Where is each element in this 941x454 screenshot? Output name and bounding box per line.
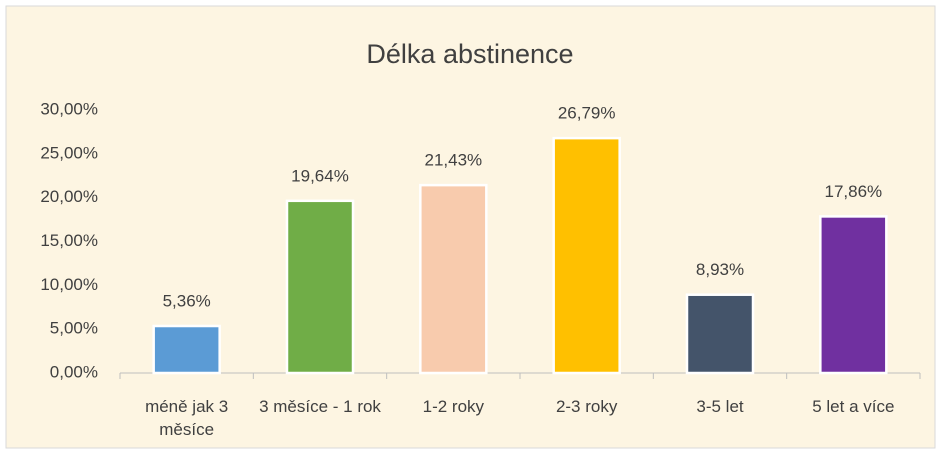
x-tick-label: 2-3 roky xyxy=(555,397,618,416)
data-label: 17,86% xyxy=(824,182,882,201)
y-tick-label: 30,00% xyxy=(40,99,98,118)
x-tick-label: 1-2 roky xyxy=(422,397,485,416)
bar xyxy=(819,215,888,375)
chart-title: Délka abstinence xyxy=(366,39,573,69)
bar xyxy=(552,136,621,375)
x-tick-label: 5 let a více xyxy=(812,397,895,416)
x-tick-label: méně jak 3 měsíce xyxy=(145,397,229,439)
y-tick-label: 15,00% xyxy=(40,231,98,250)
y-tick-label: 0,00% xyxy=(50,362,98,381)
data-label: 8,93% xyxy=(696,260,744,279)
data-label: 19,64% xyxy=(291,166,349,185)
bar xyxy=(285,199,355,375)
data-label: 5,36% xyxy=(163,291,211,310)
y-tick-label: 20,00% xyxy=(40,187,98,206)
bar xyxy=(419,183,488,375)
data-label: 26,79% xyxy=(558,104,616,123)
x-tick-label: 3-5 let xyxy=(696,397,744,416)
bar xyxy=(152,324,221,375)
x-tick-label: 3 měsíce - 1 rok xyxy=(259,397,381,416)
data-label: 21,43% xyxy=(424,151,482,170)
bar xyxy=(685,293,755,375)
y-tick-label: 10,00% xyxy=(40,275,98,294)
y-tick-label: 5,00% xyxy=(50,319,98,338)
y-tick-label: 25,00% xyxy=(40,143,98,162)
